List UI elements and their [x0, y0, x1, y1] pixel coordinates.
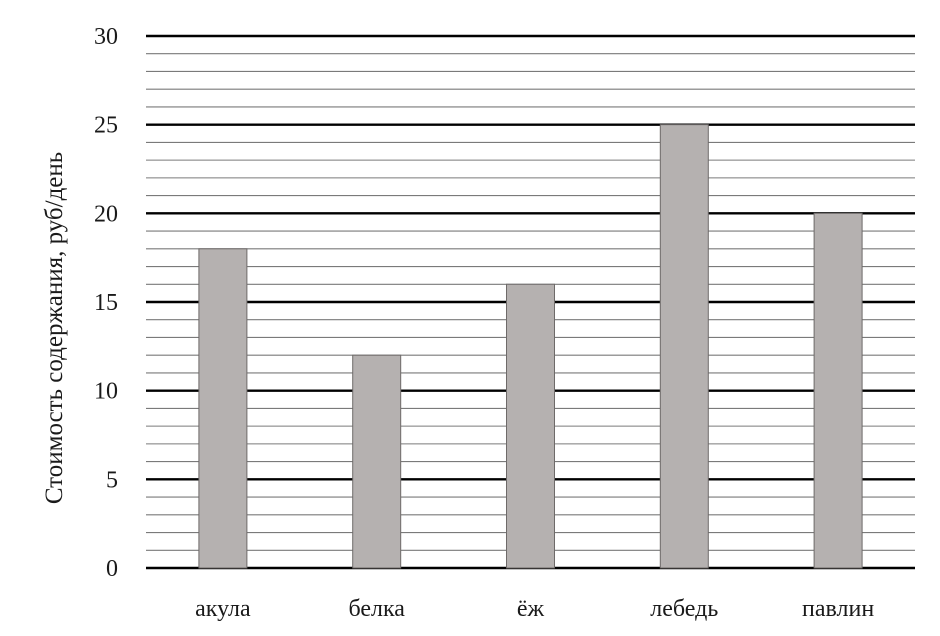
- y-axis-title: Стоимость содержания, руб/день: [41, 152, 68, 504]
- y-tick-label: 0: [106, 556, 118, 582]
- x-tick-label: павлин: [802, 596, 874, 622]
- bars: [198, 124, 863, 569]
- y-tick-label: 30: [94, 24, 118, 50]
- x-tick-label: ёж: [517, 596, 545, 622]
- y-tick-label: 5: [106, 467, 118, 493]
- x-tick-label: акула: [195, 596, 251, 622]
- bar-ёж: [506, 283, 555, 569]
- x-tick-label: белка: [348, 596, 405, 622]
- y-tick-label: 15: [94, 290, 118, 316]
- y-tick-label: 20: [94, 201, 118, 227]
- bar-белка: [352, 354, 402, 569]
- y-axis-ticks: 0 5 10 15 20 25 30: [94, 24, 118, 582]
- bar-акула: [198, 248, 248, 569]
- x-axis-ticks: акула белка ёж лебедь павлин: [195, 596, 874, 622]
- bar-павлин: [813, 212, 863, 569]
- y-tick-label: 25: [94, 113, 118, 139]
- bar-лебедь: [659, 124, 709, 569]
- y-tick-label: 10: [94, 379, 118, 405]
- x-tick-label: лебедь: [650, 596, 718, 622]
